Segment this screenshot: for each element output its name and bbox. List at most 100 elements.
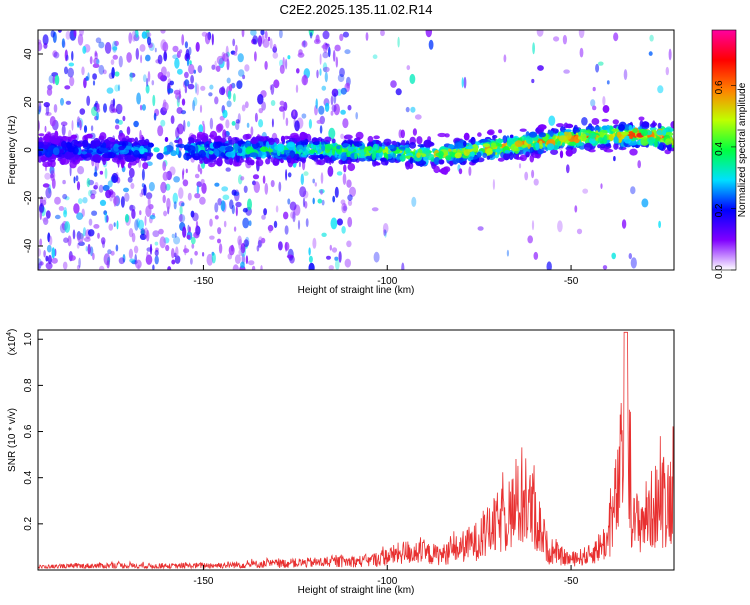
- spectrogram-noise-cell: [62, 179, 66, 185]
- spectrogram-ridge-cell: [612, 119, 619, 125]
- spectrogram-noise-cell: [51, 247, 56, 259]
- spectrogram-noise-cell: [260, 265, 263, 270]
- spectrogram-ridge-cell: [175, 144, 181, 148]
- spectrogram-noise-cell: [53, 51, 60, 59]
- spectrogram-noise-cell: [215, 65, 221, 72]
- colorbar-tick-label: 0.6: [714, 80, 725, 94]
- spectrogram-ridge-cell: [373, 162, 381, 166]
- spectrogram-ridge-cell: [373, 135, 380, 140]
- spectrogram-noise-cell: [49, 116, 56, 127]
- spectrogram-noise-cell: [503, 54, 507, 63]
- spectrogram-noise-cell: [531, 169, 535, 179]
- spectrogram-noise-cell: [146, 251, 149, 261]
- spectrogram-noise-cell: [57, 30, 62, 33]
- spectrogram-ridge-cell: [608, 134, 614, 141]
- spectrogram-noise-cell: [372, 54, 378, 59]
- spectrogram-noise-cell: [324, 102, 330, 113]
- spectrogram-noise-cell: [309, 32, 313, 39]
- spectrogram-noise-cell: [147, 71, 151, 82]
- spectrogram-noise-cell: [172, 45, 179, 53]
- spectrogram-noise-cell: [81, 66, 85, 76]
- spectrogram-noise-cell: [347, 216, 353, 228]
- spectrogram-ridge-cell: [229, 158, 233, 166]
- spectrogram-noise-cell: [139, 233, 147, 240]
- spectrogram-noise-cell: [119, 104, 123, 111]
- spectrogram-ridge-cell: [485, 148, 493, 155]
- spectrogram-noise-cell: [284, 241, 290, 251]
- spectrogram-noise-cell: [183, 119, 186, 132]
- spectrogram-noise-cell: [129, 204, 134, 211]
- spectrogram-ridge-cell: [287, 142, 295, 148]
- spectrogram-noise-cell: [340, 87, 347, 95]
- spectrogram-noise-cell: [336, 171, 343, 176]
- spectrogram-noise-cell: [173, 236, 181, 245]
- spectrogram-y-tick-label: 20: [23, 96, 34, 108]
- spectrogram-noise-cell: [62, 261, 68, 270]
- spectrogram-ridge-cell: [416, 136, 423, 145]
- spectrogram-noise-cell: [174, 255, 181, 264]
- spectrogram-noise-cell: [173, 201, 177, 210]
- spectrogram-noise-cell: [65, 100, 72, 105]
- colorbar: 0.0 0.2 0.4 0.6 Normalized spectral amplitu…: [711, 29, 748, 279]
- spectrogram-noise-cell: [106, 260, 110, 269]
- spectrogram-noise-cell: [630, 186, 636, 195]
- spectrogram-noise-cell: [194, 173, 200, 179]
- spectrogram-noise-cell: [103, 103, 107, 113]
- spectrogram-ridge-cell: [225, 146, 234, 152]
- spectrogram-ridge-cell: [216, 157, 223, 167]
- spectrogram-ridge-cell: [400, 139, 406, 147]
- spectrogram-ridge-cell: [235, 154, 240, 163]
- spectrogram-ridge-cell: [134, 141, 138, 146]
- spectrogram-noise-cell: [326, 255, 331, 260]
- spectrogram-noise-cell: [93, 57, 100, 65]
- spectrogram-noise-cell: [179, 205, 183, 216]
- spectrogram-noise-cell: [537, 65, 544, 71]
- spectrogram-ridge-cell: [444, 133, 450, 138]
- spectrogram-noise-cell: [341, 226, 346, 234]
- spectrogram-ridge-cell: [283, 135, 290, 140]
- spectrogram-noise-cell: [50, 30, 55, 38]
- spectrogram-noise-cell: [278, 241, 283, 251]
- spectrogram-noise-cell: [154, 249, 159, 256]
- spectrogram-noise-cell: [598, 61, 604, 66]
- spectrogram-ridge-cell: [454, 142, 462, 149]
- spectrogram-noise-cell: [232, 264, 239, 270]
- spectrogram-ridge-cell: [219, 145, 228, 152]
- spectrogram-noise-cell: [46, 244, 52, 253]
- spectrogram-noise-cell: [183, 248, 190, 254]
- spectrogram-ridge-cell: [588, 132, 597, 139]
- spectrogram-ridge-cell: [498, 129, 503, 134]
- spectrogram-ridge-cell: [405, 146, 411, 153]
- spectrogram-noise-cell: [92, 80, 96, 86]
- spectrogram-noise-cell: [171, 248, 175, 259]
- spectrogram-noise-cell: [341, 202, 348, 214]
- spectrogram-noise-cell: [108, 189, 114, 196]
- spectrogram-ridge-cell: [188, 137, 195, 145]
- spectrogram-noise-cell: [187, 83, 195, 90]
- spectrogram-noise-cell: [322, 51, 329, 59]
- snr-y-tick-label: 0.8: [23, 378, 34, 392]
- spectrogram-noise-cell: [242, 74, 246, 80]
- spectrogram-noise-cell: [61, 38, 65, 48]
- spectrogram-ridge-cell: [594, 126, 601, 133]
- spectrogram-noise-cell: [146, 229, 150, 242]
- spectrogram-noise-cell: [553, 36, 560, 42]
- spectrogram-noise-cell: [630, 257, 637, 269]
- spectrogram-noise-cell: [149, 243, 153, 255]
- spectrogram-noise-cell: [293, 110, 296, 117]
- spectrogram-noise-cell: [143, 184, 147, 196]
- spectrogram-noise-cell: [94, 50, 98, 57]
- spectrogram-ridge-cell: [591, 118, 600, 125]
- spectrogram-noise-cell: [169, 80, 174, 86]
- spectrogram-noise-cell: [297, 52, 305, 58]
- spectrogram-ridge-cell: [286, 152, 290, 157]
- spectrogram-noise-cell: [144, 227, 149, 239]
- spectrogram-noise-cell: [222, 194, 230, 201]
- spectrogram-ridge-cell: [482, 143, 491, 148]
- spectrogram-noise-cell: [39, 202, 45, 213]
- spectrogram-noise-cell: [195, 41, 200, 52]
- spectrogram-noise-cell: [214, 202, 219, 213]
- spectrogram-noise-cell: [302, 197, 306, 208]
- spectrogram-noise-cell: [322, 62, 328, 73]
- spectrogram-noise-cell: [78, 257, 81, 268]
